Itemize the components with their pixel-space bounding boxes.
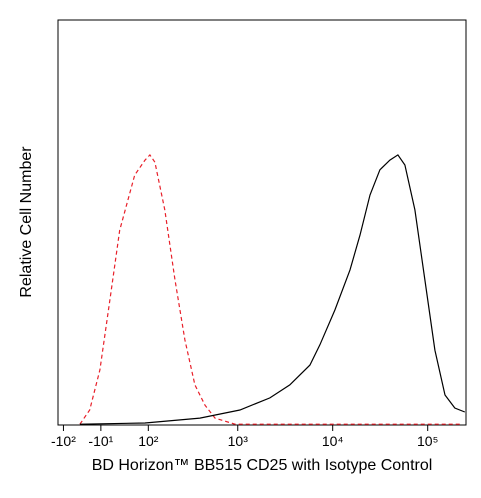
x-tick-label: -10² (51, 433, 76, 449)
histogram-line (79, 154, 466, 425)
x-axis-label: BD Horizon™ BB515 CD25 with Isotype Cont… (92, 457, 433, 474)
histogram-line (79, 153, 460, 425)
x-tick-label: -10¹ (88, 433, 113, 449)
x-tick-label: 10⁴ (322, 433, 344, 449)
x-tick-label: 10³ (228, 433, 249, 449)
y-axis-label: Relative Cell Number (18, 146, 35, 298)
x-tick-label: 10⁵ (417, 433, 438, 449)
x-tick-label: 10² (138, 433, 159, 449)
plot-frame (57, 19, 467, 426)
